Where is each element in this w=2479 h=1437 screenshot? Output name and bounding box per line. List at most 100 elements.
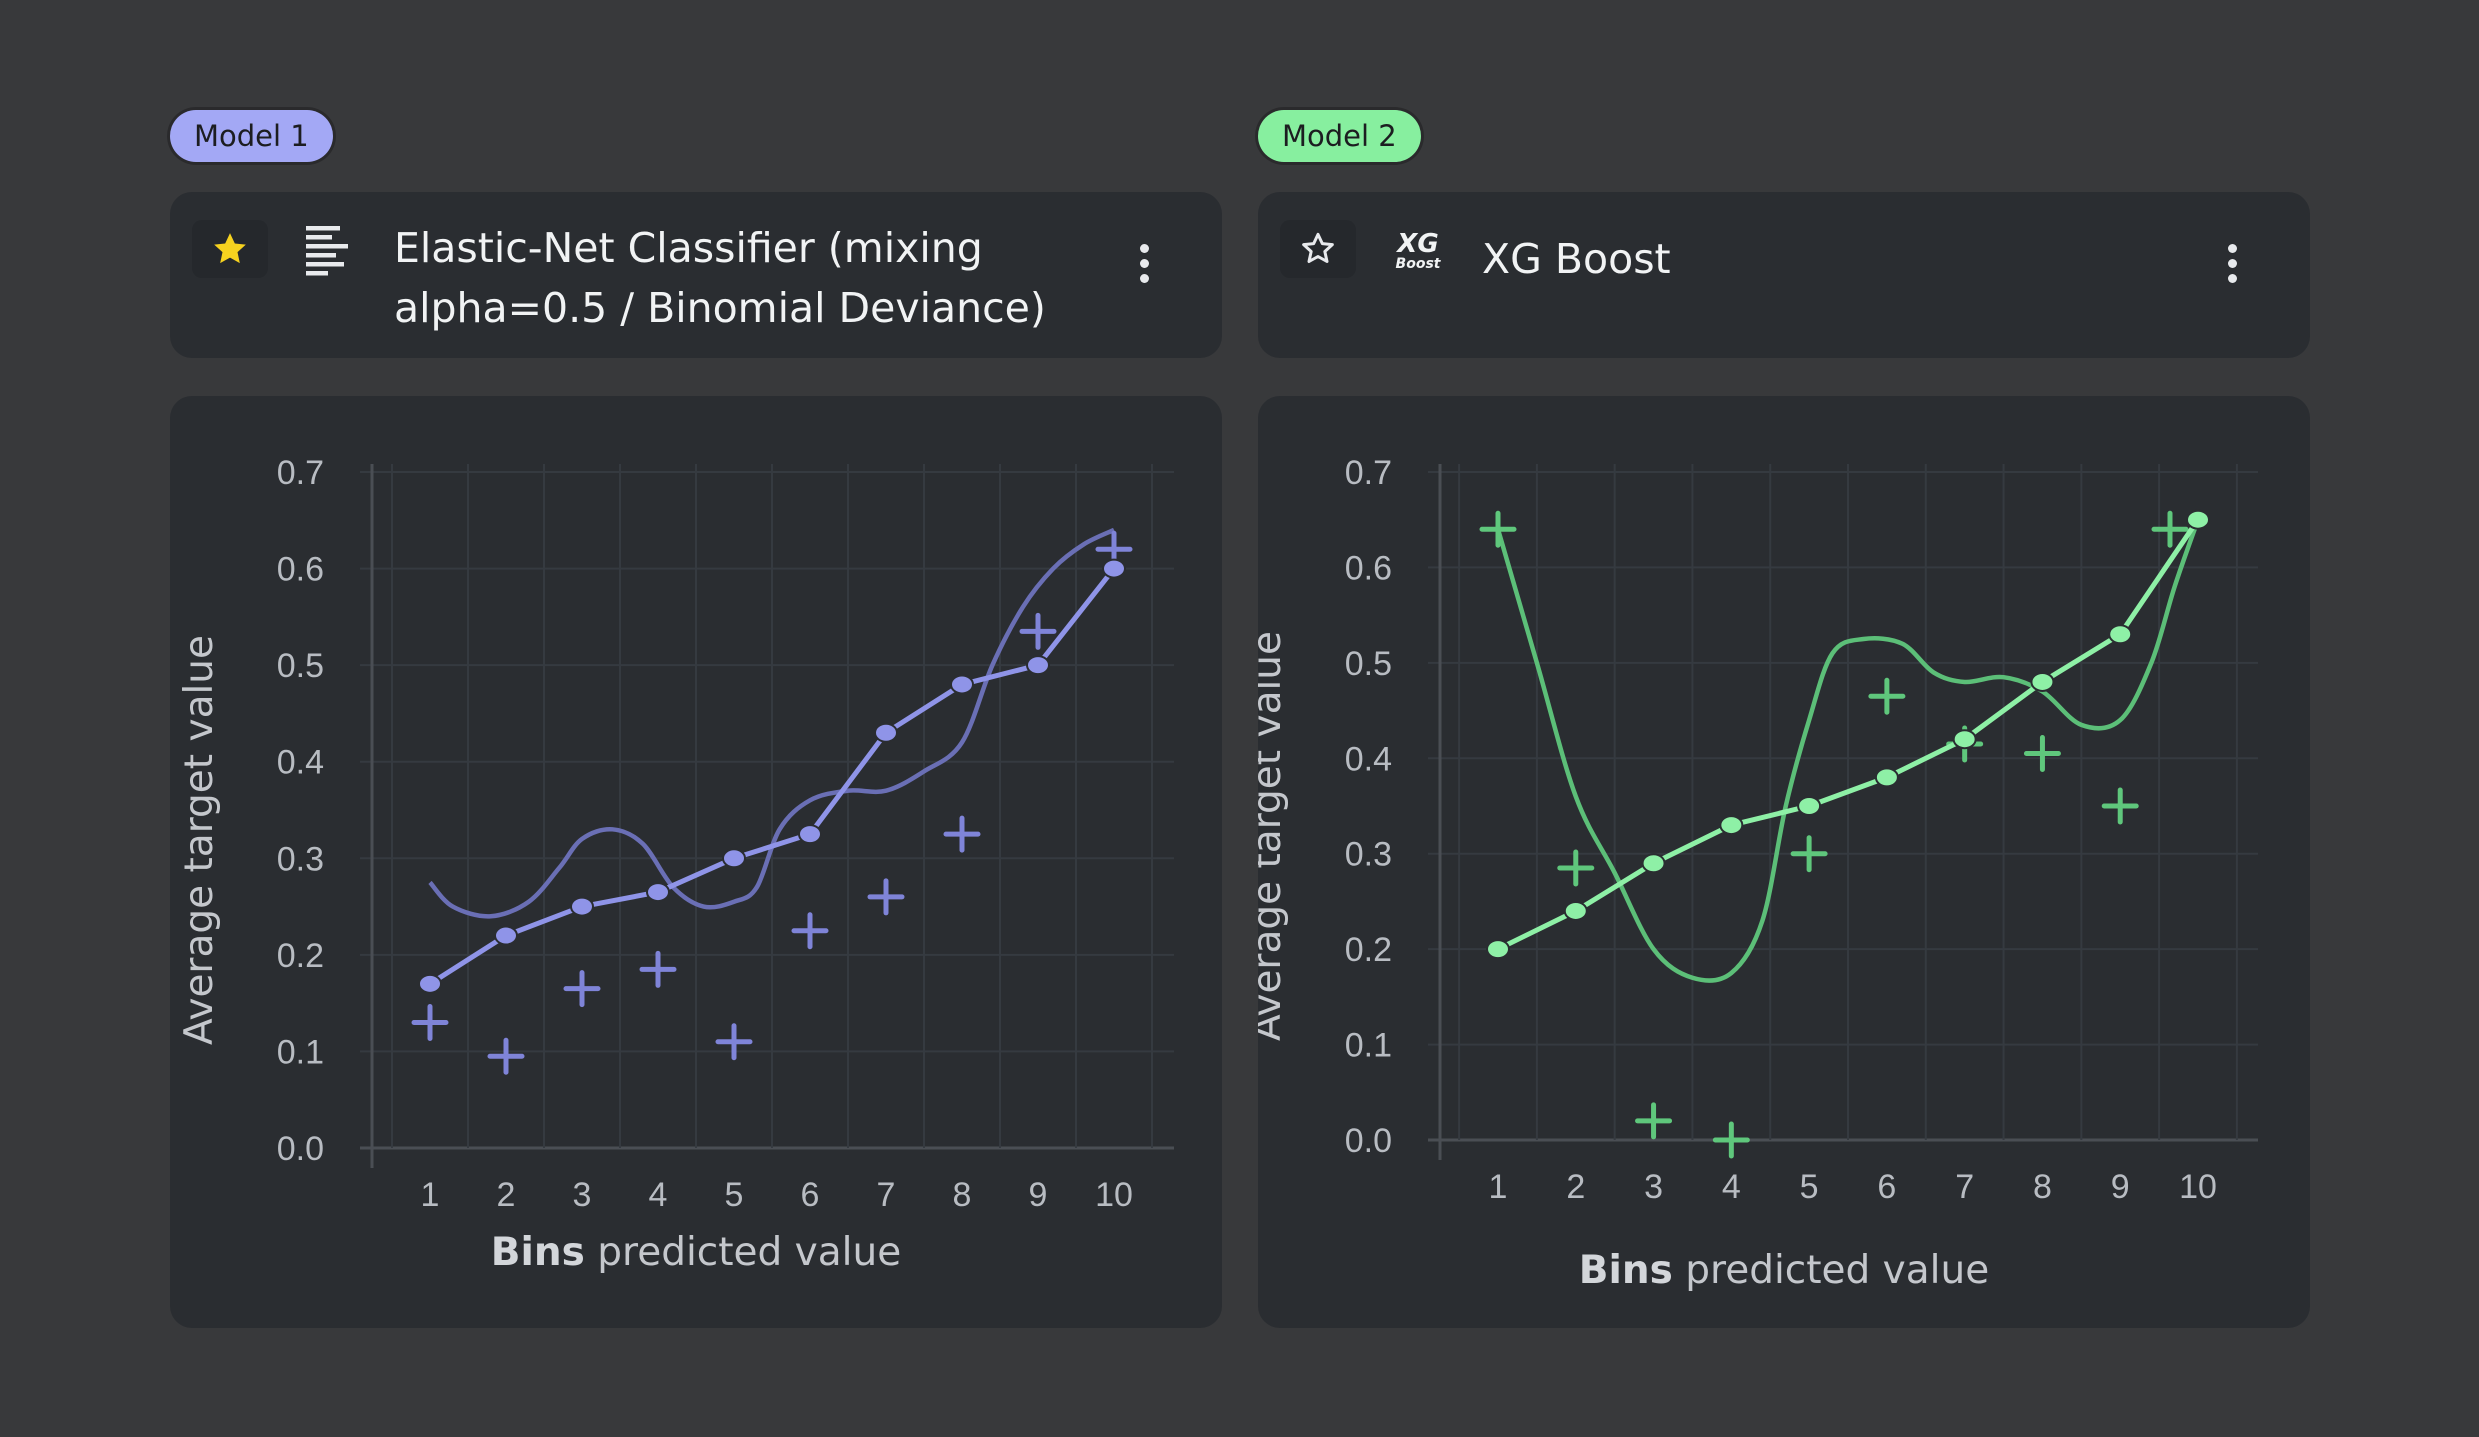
x-tick-label: 3 (1644, 1168, 1663, 1206)
predicted-point (874, 722, 898, 743)
actual-point (1790, 835, 1828, 873)
predicted-point (494, 925, 518, 946)
y-tick-label: 0.5 (1345, 645, 1392, 683)
predicted-point (1563, 900, 1588, 921)
y-axis-label: Average target value (1258, 631, 1290, 1041)
actual-point (1635, 1102, 1673, 1140)
favorite-button[interactable] (1280, 220, 1356, 278)
predicted-point (1026, 655, 1050, 676)
predicted-point (1797, 796, 1822, 816)
predicted-point (2108, 624, 2133, 645)
x-tick-label: 7 (877, 1176, 896, 1214)
y-tick-label: 0.5 (277, 647, 324, 685)
x-tick-label: 3 (573, 1176, 592, 1214)
y-tick-label: 0.2 (1345, 931, 1392, 969)
x-tick-label: 1 (1489, 1168, 1508, 1206)
predicted-point (950, 674, 974, 695)
predicted-point (2186, 509, 2210, 530)
model-1-badge: Model 1 (170, 110, 333, 162)
y-tick-label: 0.4 (277, 744, 324, 782)
model-2-title: XG Boost (1482, 235, 1671, 283)
y-tick-label: 0.0 (1345, 1122, 1392, 1160)
x-tick-label: 10 (2179, 1168, 2217, 1206)
actual-smoothed-line (1495, 518, 2201, 983)
model-1-chart-card: 0.0 0.1 0.2 0.3 0.4 0.5 0.6 0.7 1 2 3 4 5 6 7 8 9 10 Avera… (170, 396, 1222, 1328)
y-tick-label: 0.0 (277, 1130, 324, 1168)
y-tick-label: 0.4 (1345, 740, 1392, 778)
actual-point (2151, 510, 2189, 548)
actual-point (563, 970, 601, 1008)
x-tick-label: 9 (1029, 1176, 1048, 1214)
model-2-more-icon[interactable] (2222, 244, 2242, 292)
y-tick-label: 0.6 (277, 551, 324, 589)
model-1-x-axis-label: Bins predicted value (490, 1230, 902, 1275)
predicted-line (428, 567, 1116, 986)
actual-point (715, 1023, 753, 1061)
x-tick-label: 4 (649, 1176, 668, 1214)
predicted-point (570, 896, 594, 917)
x-tick-label: 7 (1955, 1168, 1974, 1206)
x-tick-label: 6 (1877, 1168, 1896, 1206)
xgboost-icon: XG Boost (1395, 229, 1442, 272)
actual-point (943, 815, 981, 853)
model-1-header: Elastic-Net Classifier (mixing alpha=0.5… (170, 192, 1222, 358)
model-1-more-icon[interactable] (1134, 244, 1154, 292)
x-tick-label: 5 (725, 1176, 744, 1214)
y-tick-label: 0.1 (1345, 1027, 1392, 1065)
predicted-point (1641, 853, 1666, 874)
x-tick-label: 2 (1566, 1168, 1585, 1206)
grid (1428, 464, 2258, 1160)
actual-point (2101, 787, 2139, 825)
actual-point (1557, 849, 1595, 887)
actual-point (867, 878, 905, 916)
x-tick-label: 6 (801, 1176, 820, 1214)
actual-point (639, 950, 677, 988)
model-2-lift-chart: 0.0 0.1 0.2 0.3 0.4 0.5 0.6 0.7 1 2 3 4 5 6 7 8 9 10 Avera… (1258, 454, 2258, 1206)
model-2-chart-card: 0.0 0.1 0.2 0.3 0.4 0.5 0.6 0.7 1 2 3 4 5 6 7 8 9 10 Avera… (1258, 396, 2310, 1328)
x-tick-label: 5 (1800, 1168, 1819, 1206)
predicted-point (1952, 729, 1977, 750)
actual-point (1868, 677, 1906, 715)
y-tick-label: 0.7 (277, 454, 324, 492)
actual-point (487, 1037, 525, 1075)
model-2-header: XG Boost XG Boost (1258, 192, 2310, 358)
predicted-point (2030, 671, 2055, 692)
svg-text:Boost: Boost (1396, 256, 1442, 272)
predicted-point (1102, 558, 1126, 579)
y-tick-label: 0.1 (277, 1033, 324, 1071)
predicted-point (418, 973, 442, 994)
elastic-net-icon (306, 226, 348, 276)
predicted-point (1486, 939, 1510, 960)
y-tick-label: 0.3 (277, 840, 324, 878)
predicted-line (1496, 518, 2201, 952)
predicted-point (646, 882, 670, 903)
favorite-button[interactable] (192, 220, 268, 278)
model-2-badge: Model 2 (1258, 110, 1421, 162)
y-tick-label: 0.2 (277, 937, 324, 975)
predicted-point (1719, 815, 1744, 836)
x-tick-label: 9 (2111, 1168, 2130, 1206)
actual-point (791, 912, 829, 950)
y-tick-label: 0.3 (1345, 836, 1392, 874)
actual-point (1712, 1121, 1750, 1159)
x-tick-label: 4 (1722, 1168, 1741, 1206)
actual-point (2023, 735, 2061, 773)
model-1-title: Elastic-Net Classifier (mixing alpha=0.5… (394, 224, 1046, 332)
x-tick-label: 2 (497, 1176, 516, 1214)
star-filled-icon (214, 233, 246, 264)
actual-point (411, 1003, 449, 1041)
svg-text:XG: XG (1395, 229, 1438, 259)
star-outline-icon (1302, 232, 1334, 263)
y-tick-label: 0.6 (1345, 549, 1392, 587)
model-2-x-axis-label: Bins predicted value (1578, 1248, 1990, 1293)
y-axis-label: Average target value (177, 635, 222, 1045)
x-tick-label: 10 (1095, 1176, 1133, 1214)
actual-smoothed-line (428, 527, 1115, 919)
actual-point (1479, 510, 1517, 548)
predicted-point (722, 848, 746, 869)
actual-point (1019, 612, 1057, 650)
x-tick-label: 1 (421, 1176, 440, 1214)
grid (360, 464, 1174, 1168)
x-tick-label: 8 (2033, 1168, 2052, 1206)
model-2-badge-label: Model 2 (1282, 119, 1397, 153)
